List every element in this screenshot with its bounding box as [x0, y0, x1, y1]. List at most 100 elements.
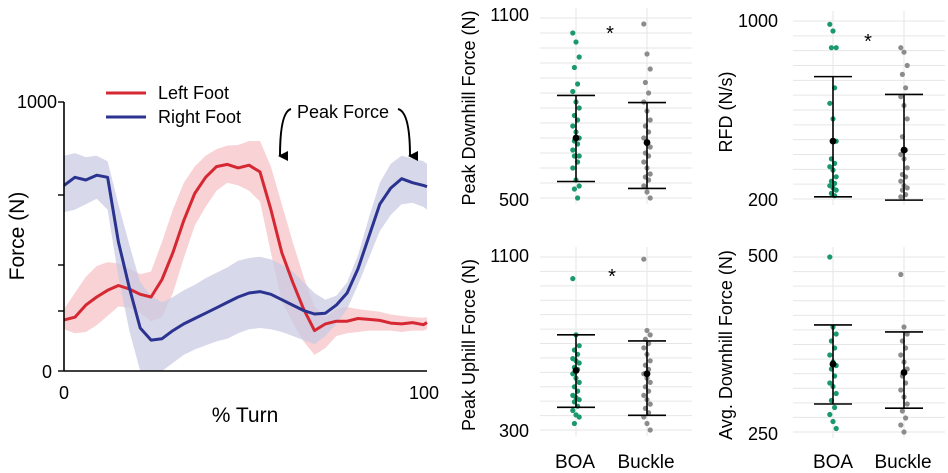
panel-3-y-bottom: 300	[499, 421, 529, 441]
buckle-data-point	[898, 422, 904, 428]
y-tick-label-bottom: 0	[42, 362, 52, 382]
buckle-data-point	[647, 171, 653, 177]
boa-data-point	[576, 343, 582, 349]
panel-2-significance: *	[864, 31, 872, 53]
boa-data-point	[570, 30, 576, 36]
buckle-data-point	[904, 165, 910, 171]
buckle-data-point	[904, 116, 910, 122]
boa-mean-point	[829, 137, 837, 145]
rfd-panel: 1000 200 RFD (N/s) *	[716, 11, 945, 210]
buckle-data-point	[647, 379, 653, 385]
y-axis-label: Force (N)	[6, 192, 29, 281]
boa-data-point	[576, 153, 582, 159]
boa-data-point	[576, 54, 582, 60]
panel-2-y-bottom: 200	[748, 190, 778, 210]
legend-label-right-foot: Right Foot	[158, 107, 241, 127]
buckle-data-point	[898, 178, 904, 184]
boa-data-point	[576, 105, 582, 111]
buckle-data-point	[647, 427, 653, 433]
boa-data-point	[833, 45, 839, 51]
boa-data-point	[576, 397, 582, 403]
right-foot-line	[63, 173, 428, 342]
buckle-data-point	[647, 332, 653, 338]
left-foot-line	[63, 162, 428, 333]
panel-3-significance: *	[608, 266, 616, 288]
boa-data-point	[827, 380, 833, 386]
boa-data-point	[570, 407, 576, 414]
boa-data-point	[828, 45, 835, 51]
boa-data-point	[827, 21, 833, 27]
buckle-data-point	[641, 135, 647, 141]
panel-2-y-label: RFD (N/s)	[716, 72, 736, 153]
panel-3-y-label: Peak Uphill Force (N)	[459, 259, 479, 431]
panel-4-category-boa: BOA	[813, 452, 853, 473]
force-curve-panel: 1000 0 0 100 % Turn Force (N) Left Foot …	[6, 83, 439, 427]
avg-downhill-panel: 500 250 Avg. Downhill Force (N)	[716, 246, 945, 444]
buckle-mean-point	[643, 139, 651, 146]
buckle-data-point	[901, 49, 907, 55]
buckle-data-point	[641, 183, 647, 189]
buckle-data-point	[898, 94, 904, 100]
boa-data-point	[833, 390, 839, 397]
buckle-data-point	[647, 117, 653, 123]
buckle-data-point	[899, 71, 906, 77]
buckle-mean-point	[900, 369, 908, 376]
x-tick-label-right: 100	[409, 383, 439, 403]
buckle-data-point	[644, 327, 650, 334]
boa-data-point	[576, 414, 582, 420]
buckle-data-point	[903, 85, 909, 91]
peak-force-arrow-left	[278, 108, 292, 162]
peak-uphill-panel: 1100 300 Peak Uphill Force (N) *	[459, 246, 692, 441]
panel-4-y-bottom: 250	[748, 424, 778, 444]
buckle-data-point	[644, 51, 650, 57]
boa-data-point	[832, 404, 838, 411]
x-axis-label: % Turn	[212, 404, 279, 427]
panel-1-y-label: Peak Downhill Force (N)	[459, 10, 479, 205]
boa-data-point	[827, 352, 833, 358]
buckle-data-point	[898, 352, 904, 358]
panel-3-category-boa: BOA	[555, 452, 595, 473]
buckle-data-point	[647, 195, 653, 201]
boa-data-point	[827, 164, 833, 170]
boa-data-point	[830, 28, 836, 34]
x-tick-label-left: 0	[59, 383, 69, 403]
buckle-data-point	[898, 45, 904, 51]
boa-data-point	[570, 147, 576, 153]
boa-mean-point	[572, 367, 580, 374]
buckle-data-point	[898, 151, 904, 158]
boa-data-point	[827, 411, 833, 418]
boa-data-point	[570, 88, 576, 95]
buckle-data-point	[647, 401, 653, 407]
buckle-data-point	[647, 358, 653, 364]
panel-4-category-buckle: Buckle	[874, 452, 931, 473]
boa-data-point	[830, 418, 836, 425]
panel-1-y-top: 1100	[490, 5, 529, 25]
buckle-data-point	[646, 90, 652, 96]
boa-data-point	[575, 81, 581, 87]
buckle-data-point	[901, 429, 907, 435]
boa-data-point	[827, 100, 833, 106]
buckle-mean-point	[900, 146, 908, 154]
buckle-data-point	[898, 194, 904, 200]
buckle-data-point	[644, 420, 650, 427]
panel-2-y-top: 1000	[738, 11, 778, 31]
buckle-data-point	[642, 79, 649, 86]
boa-data-point	[571, 186, 578, 192]
boa-data-point	[576, 360, 582, 366]
buckle-data-point	[899, 408, 906, 414]
boa-data-point	[833, 187, 839, 193]
panel-3-y-top: 1100	[490, 246, 529, 266]
buckle-data-point	[647, 66, 653, 72]
buckle-data-point	[641, 159, 647, 165]
boa-data-point	[576, 379, 582, 385]
boa-data-point	[576, 183, 582, 189]
buckle-data-point	[641, 256, 647, 262]
boa-mean-point	[829, 360, 837, 368]
buckle-data-point	[901, 324, 907, 330]
boa-data-point	[570, 123, 576, 129]
boa-data-point	[575, 195, 581, 201]
buckle-data-point	[641, 392, 647, 398]
peak-force-label: Peak Force	[297, 102, 389, 122]
buckle-data-point	[904, 401, 910, 407]
boa-data-point	[827, 254, 833, 260]
